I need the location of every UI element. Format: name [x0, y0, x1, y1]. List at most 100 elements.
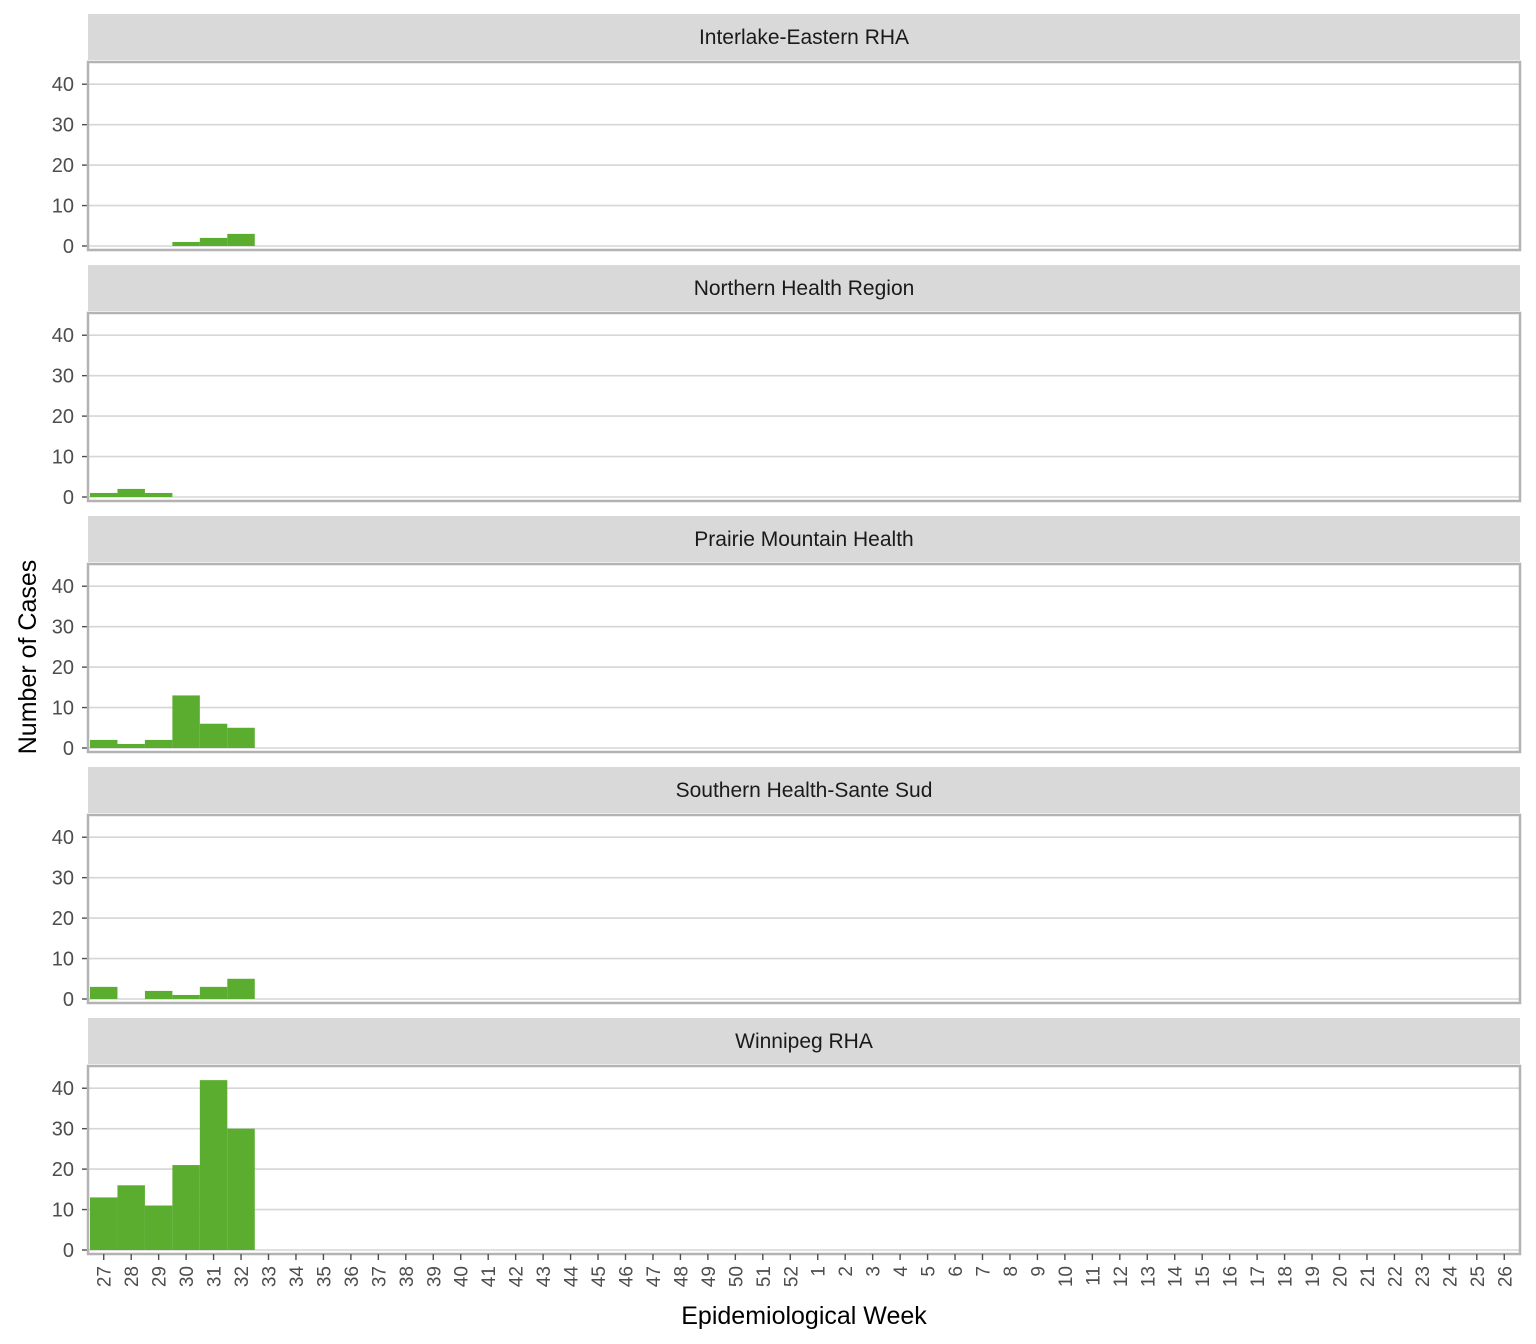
bar [117, 488, 145, 497]
panel-2: Prairie Mountain Health 0 10 20 30 40 [52, 516, 1522, 760]
x-tick-label: 6 [946, 1266, 967, 1277]
bar [90, 986, 118, 999]
y-axis-title: Number of Cases [14, 560, 42, 755]
panel-title: Southern Health-Sante Sud [676, 779, 933, 802]
x-tick-label: 49 [699, 1266, 720, 1287]
bar [227, 1128, 255, 1250]
bar [172, 241, 200, 246]
panel-border [86, 1064, 1522, 1256]
bar [172, 994, 200, 999]
x-tick-label: 26 [1495, 1266, 1516, 1287]
x-tick-label: 9 [1028, 1266, 1049, 1277]
x-tick-label: 3 [864, 1266, 885, 1277]
y-tick-label: 10 [52, 949, 74, 971]
x-tick-label: 27 [95, 1266, 116, 1287]
x-tick-label: 29 [150, 1266, 171, 1287]
panel-0: Interlake-Eastern RHA 0 10 20 30 40 [52, 14, 1522, 258]
x-tick-label: 35 [314, 1266, 335, 1287]
x-tick-label: 30 [177, 1266, 198, 1287]
x-tick-label: 4 [891, 1266, 912, 1277]
x-tick-label: 52 [781, 1266, 802, 1287]
x-tick-label: 10 [1056, 1266, 1077, 1287]
y-tick-label: 30 [52, 366, 74, 388]
x-tick-label: 25 [1468, 1266, 1489, 1287]
bar [172, 695, 200, 748]
bar [90, 739, 118, 748]
strip-bg [88, 767, 1520, 813]
bar [144, 1205, 173, 1250]
bar [227, 727, 255, 748]
x-tick-label: 40 [452, 1266, 473, 1287]
y-tick-label: 0 [63, 236, 74, 258]
x-tick-label: 19 [1303, 1266, 1324, 1287]
y-tick-label: 0 [63, 738, 74, 760]
x-tick-label: 42 [507, 1266, 528, 1287]
x-tick-label: 20 [1331, 1266, 1352, 1287]
y-tick-label: 20 [52, 406, 74, 428]
x-tick-label: 17 [1248, 1266, 1269, 1287]
bar [117, 743, 145, 748]
x-tick-label: 11 [1083, 1266, 1104, 1286]
bar [90, 1197, 118, 1250]
bar [117, 1185, 145, 1250]
x-tick-label: 22 [1385, 1266, 1406, 1287]
y-tick-label: 30 [52, 115, 74, 137]
panel-3: Southern Health-Sante Sud 0 10 20 30 40 [52, 767, 1522, 1011]
x-tick-label: 18 [1276, 1266, 1297, 1287]
x-tick-label: 5 [919, 1266, 940, 1277]
x-tick-label: 12 [1111, 1266, 1132, 1287]
bar [144, 492, 173, 497]
bar [199, 1080, 228, 1250]
y-tick-label: 10 [52, 698, 74, 720]
x-tick-label: 33 [260, 1266, 281, 1287]
panel-title: Interlake-Eastern RHA [699, 26, 909, 49]
bar [144, 739, 173, 748]
x-tick-label: 14 [1166, 1266, 1187, 1288]
x-tick-label: 32 [232, 1266, 253, 1287]
x-tick-label: 37 [369, 1266, 390, 1287]
x-tick-label: 41 [479, 1266, 500, 1287]
y-tick-label: 10 [52, 196, 74, 218]
bar [227, 233, 255, 246]
y-tick-label: 40 [52, 1078, 74, 1100]
panel-title: Northern Health Region [694, 277, 915, 300]
bar [199, 986, 228, 999]
y-tick-label: 0 [63, 1240, 74, 1262]
bar [199, 237, 228, 246]
panel-title: Winnipeg RHA [735, 1030, 873, 1053]
bar [199, 723, 228, 748]
x-tick-label: 28 [122, 1266, 143, 1287]
y-tick-label: 40 [52, 827, 74, 849]
y-tick-label: 0 [63, 989, 74, 1011]
y-tick-label: 20 [52, 657, 74, 679]
strip-bg [88, 1018, 1520, 1064]
panel-bg [88, 62, 1520, 250]
x-tick-label: 31 [205, 1266, 226, 1287]
panel-border [86, 562, 1522, 754]
x-tick-label: 21 [1358, 1266, 1379, 1287]
y-tick-label: 30 [52, 617, 74, 639]
x-tick-label: 7 [974, 1266, 995, 1277]
x-tick-label: 34 [287, 1266, 308, 1288]
x-tick-label: 13 [1138, 1266, 1159, 1287]
y-tick-label: 30 [52, 1119, 74, 1141]
x-tick-label: 45 [589, 1266, 610, 1287]
panel-bg [88, 1066, 1520, 1254]
x-tick-label: 2 [836, 1266, 857, 1277]
x-tick-label: 46 [617, 1266, 638, 1287]
y-tick-label: 20 [52, 155, 74, 177]
strip-bg [88, 516, 1520, 562]
panel-bg [88, 815, 1520, 1003]
x-tick-label: 43 [534, 1266, 555, 1287]
x-tick-label: 16 [1221, 1266, 1242, 1287]
x-tick-label: 50 [726, 1266, 747, 1287]
panel-bg [88, 564, 1520, 752]
x-tick-label: 44 [562, 1266, 583, 1288]
x-tick-label: 51 [754, 1266, 775, 1287]
panel-bg [88, 313, 1520, 501]
x-axis-title: Epidemiological Week [681, 1302, 927, 1330]
y-tick-label: 10 [52, 447, 74, 469]
x-tick-label: 24 [1440, 1266, 1461, 1288]
